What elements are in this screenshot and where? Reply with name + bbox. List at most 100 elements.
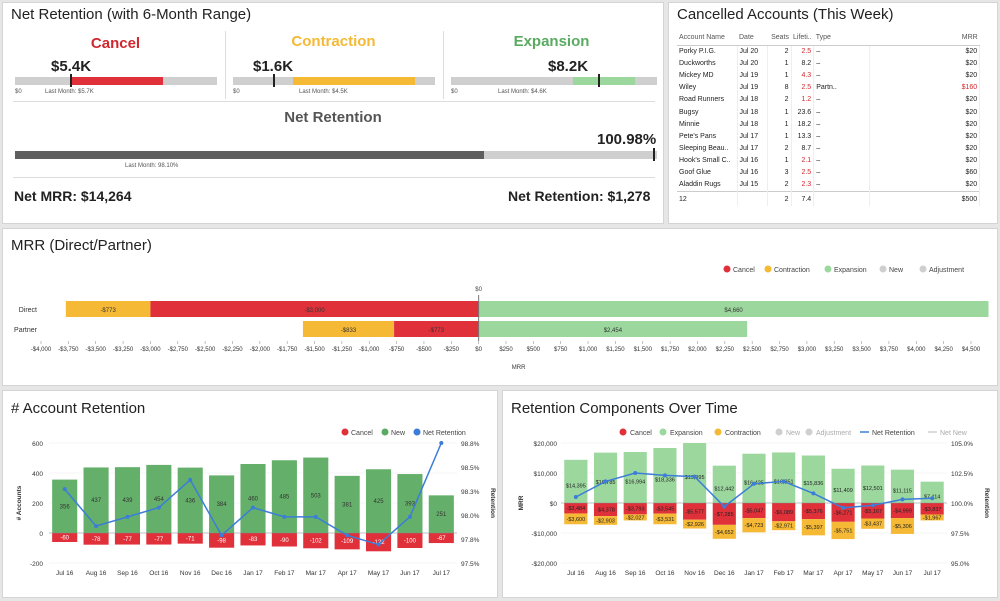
tick-label: $250 <box>499 347 513 353</box>
column-header[interactable]: Account Name <box>677 31 737 46</box>
tick-label: -$2,500 <box>195 347 216 353</box>
bar-cancel <box>397 533 423 548</box>
x-tick-label: Jul 17 <box>923 570 941 577</box>
net-retention-point <box>841 505 846 510</box>
bar-contraction-label: -$5,306 <box>893 524 912 530</box>
x-tick-label: Jul 17 <box>433 570 451 577</box>
net-retention-point <box>573 495 578 499</box>
bar-contraction <box>742 518 766 533</box>
table-cell: Jul 17 <box>737 142 768 155</box>
panel-title: Retention Components Over Time <box>511 400 738 417</box>
x-tick-label: Dec 16 <box>211 570 232 577</box>
net-retention-point <box>125 514 130 519</box>
table-cell <box>813 190 871 207</box>
table-cell: Sleeping Beau.. <box>677 142 738 155</box>
bar-expansion <box>831 468 855 503</box>
bar-cancel <box>623 503 647 515</box>
net-retention-point <box>930 496 935 501</box>
bar-contraction-label: -$5,751 <box>834 528 853 534</box>
tick-label: -$1,250 <box>332 347 353 353</box>
legend-label: Adjustment <box>816 430 851 437</box>
x-tick-label: Nov 16 <box>684 570 705 577</box>
table-row[interactable]: Bugsy Jul 18 1 23.6– $20 <box>677 105 981 119</box>
bar-cancel-label: -$5,167 <box>863 509 882 515</box>
tick-label: -$2,250 <box>222 347 243 353</box>
table-cell: – <box>813 69 871 82</box>
net-retention-point <box>313 514 318 519</box>
row-label-direct: Direct <box>19 307 37 314</box>
bar-contraction-label: -$4,652 <box>715 530 734 536</box>
bar-new <box>83 467 109 533</box>
column-header[interactable]: Lifeti.. <box>791 31 814 46</box>
bar-expansion <box>861 465 885 503</box>
table-row[interactable]: Mickey MD Jul 19 1 4.3– $20 <box>677 69 981 82</box>
table-row[interactable]: Goof Glue Jul 16 3 2.5– $60 <box>677 166 981 180</box>
table-row[interactable]: Minnie Jul 18 1 18.2– $20 <box>677 118 981 131</box>
table-row[interactable]: Duckworths Jul 20 1 8.2– $20 <box>677 57 981 70</box>
table-cell: Jul 16 <box>737 154 768 167</box>
table-cell: Minnie <box>677 118 738 131</box>
x-tick-label: Apr 17 <box>833 570 853 577</box>
legend-label: Cancel <box>630 430 652 437</box>
zero-label: $0 <box>475 287 482 293</box>
column-header[interactable]: Type <box>813 31 870 46</box>
bar-cancel <box>920 503 944 515</box>
table-row[interactable]: Wiley Jul 19 8 2.5 Partn.. $160 <box>677 81 981 94</box>
bar-label: $2,454 <box>604 328 623 334</box>
divider <box>13 177 655 178</box>
column-header[interactable]: Date <box>737 31 767 46</box>
table-cell: 2.3 <box>791 179 815 192</box>
table-row[interactable]: Road Runners Jul 18 2 1.2– $20 <box>677 93 981 106</box>
bar-expansion <box>478 301 989 317</box>
table-cell: – <box>813 93 871 106</box>
bar-expansion <box>564 459 588 503</box>
net-retention-point <box>870 503 875 508</box>
bar-cancel <box>209 533 235 548</box>
bar-contraction <box>623 514 647 521</box>
table-cell: 2 <box>767 45 792 58</box>
table-cell: – <box>813 118 871 131</box>
bar-cancel <box>146 533 172 545</box>
table-cell: Jul 18 <box>737 118 768 131</box>
bar-contraction <box>65 301 151 317</box>
contraction-bar-fill <box>293 77 415 85</box>
net-retention-point <box>94 524 99 529</box>
bar-contraction <box>831 521 855 540</box>
column-header[interactable]: MRR <box>869 31 980 46</box>
bar-cancel <box>890 503 915 518</box>
bar-contraction-label: -$2,926 <box>685 522 704 528</box>
bar-new <box>271 460 297 533</box>
table-row[interactable]: Sleeping Beau.. Jul 17 2 8.7– $20 <box>677 142 981 155</box>
tick-label: -$3,250 <box>113 347 134 353</box>
bar-expansion <box>920 481 944 503</box>
table-row[interactable]: Aladdin Rugs Jul 15 2 2.3– $20 <box>677 179 981 192</box>
bar-cancel <box>712 503 736 525</box>
net-mrr: Net MRR: $14,264 <box>14 188 132 204</box>
column-header[interactable]: Seats <box>767 31 791 46</box>
y2-tick-label: 95.0% <box>951 561 970 568</box>
panel-title: Net Retention (with 6-Month Range) <box>11 6 252 23</box>
tick-label: -$1,000 <box>359 347 380 353</box>
bar-cancel-label: -$3,793 <box>626 507 645 513</box>
bar-contraction <box>890 517 915 534</box>
tick-label: $2,250 <box>716 347 735 353</box>
table-cell: Wiley <box>677 81 738 94</box>
bar-cancel <box>742 503 766 519</box>
legend-dot <box>341 428 349 436</box>
table-row[interactable]: Porky P.I.G. Jul 20 2 2.5– $20 <box>677 45 981 58</box>
table-cell: 1 <box>767 57 792 70</box>
bar-cancel-label: -$6,271 <box>834 510 853 516</box>
table-row[interactable]: Hook's Small C.. Jul 16 1 2.1– $20 <box>677 154 981 167</box>
bar-new <box>146 464 172 533</box>
table-cell: Hook's Small C.. <box>677 154 738 167</box>
bar-expansion <box>742 453 766 503</box>
tick-label: $1,250 <box>606 347 625 353</box>
table-cell: Jul 19 <box>737 69 768 82</box>
bar-cancel <box>365 533 392 552</box>
legend-new-label: New <box>889 267 904 274</box>
bar-new-label: 436 <box>185 498 196 504</box>
table-row[interactable]: Pete's Pans Jul 17 1 13.3– $20 <box>677 130 981 143</box>
x-tick-label: Feb 17 <box>774 570 795 577</box>
bar-expansion-label: $12,501 <box>863 486 883 492</box>
table-cell: $160 <box>869 81 981 94</box>
